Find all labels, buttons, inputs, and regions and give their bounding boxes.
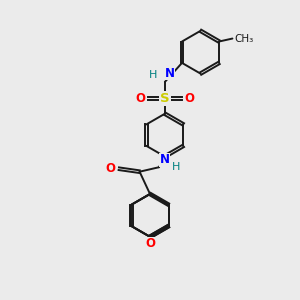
Text: H: H bbox=[149, 70, 158, 80]
Text: O: O bbox=[106, 162, 116, 175]
Text: H: H bbox=[171, 162, 180, 172]
Text: O: O bbox=[184, 92, 194, 105]
Text: CH₃: CH₃ bbox=[234, 34, 253, 44]
Text: N: N bbox=[160, 153, 170, 166]
Text: O: O bbox=[135, 92, 145, 105]
Text: S: S bbox=[160, 92, 170, 105]
Text: O: O bbox=[145, 237, 155, 250]
Text: N: N bbox=[165, 67, 175, 80]
